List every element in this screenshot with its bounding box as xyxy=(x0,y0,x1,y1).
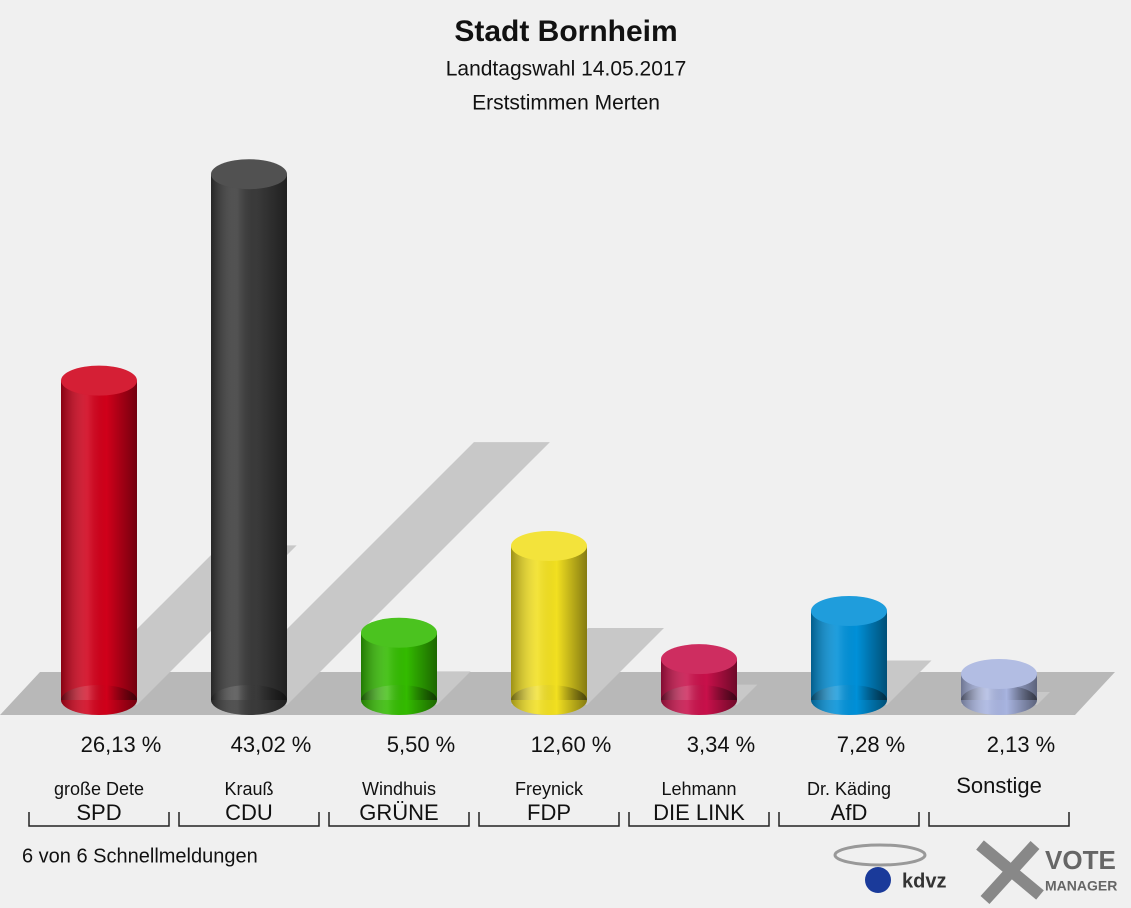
bar-top-light xyxy=(961,658,1037,689)
value-label: 7,28 % xyxy=(837,732,906,757)
bracket xyxy=(328,812,470,827)
logo-cross xyxy=(976,840,1044,905)
chart-title: Stadt Bornheim xyxy=(454,15,677,48)
bar-top xyxy=(961,658,1037,689)
logo-ball xyxy=(865,867,891,893)
bar-shade xyxy=(61,380,137,700)
bar-shadow xyxy=(211,442,550,705)
bar-bottom-shade xyxy=(361,685,437,715)
bracket xyxy=(178,812,320,827)
bar-bottom-shade xyxy=(511,685,587,715)
value-label: 12,60 % xyxy=(531,732,612,757)
bar-top xyxy=(811,596,887,627)
value-label: 5,50 % xyxy=(387,732,456,757)
candidate-label: Dr. Käding xyxy=(807,779,891,799)
bar-top xyxy=(61,365,137,396)
x-tick-label: DIE LINK xyxy=(653,800,745,825)
candidate-label: Lehmann xyxy=(661,779,736,799)
logo-manager: MANAGER xyxy=(1045,878,1117,894)
value-label: 2,13 % xyxy=(987,732,1056,757)
bar xyxy=(811,596,887,715)
candidate-label: Krauß xyxy=(224,779,273,799)
bar-bottom-shade xyxy=(811,685,887,715)
bar-bottom-shade xyxy=(61,685,137,715)
logo-swoosh xyxy=(833,843,927,867)
value-label: 43,02 % xyxy=(231,732,312,757)
bar-top-light xyxy=(361,617,437,648)
x-tick-label: AfD xyxy=(831,800,868,825)
logo-vote: VOTE xyxy=(1045,845,1116,875)
bracket xyxy=(778,812,920,827)
x-tick-label: SPD xyxy=(76,800,121,825)
subtitle: Landtagswahl 14.05.2017 xyxy=(446,58,687,81)
bar-bottom-shade xyxy=(661,685,737,715)
bar-top-light xyxy=(661,644,737,675)
x-tick-label: FDP xyxy=(527,800,571,825)
bar-top-light xyxy=(811,596,887,627)
bar-top xyxy=(661,644,737,675)
candidate-label: Sonstige xyxy=(956,773,1042,798)
candidate-label: Freynick xyxy=(515,779,584,799)
bar xyxy=(211,159,287,715)
candidate-label: große Dete xyxy=(54,779,144,799)
bar xyxy=(961,658,1037,715)
value-label: 26,13 % xyxy=(81,732,162,757)
x-tick-label: CDU xyxy=(225,800,273,825)
bar-top-light xyxy=(61,365,137,396)
bar xyxy=(661,644,737,715)
bar-shade xyxy=(211,174,287,700)
bar-bottom-shade xyxy=(961,685,1037,715)
bracket xyxy=(928,812,1070,827)
bar xyxy=(511,531,587,715)
value-label: 3,34 % xyxy=(687,732,756,757)
bar-bottom-shade xyxy=(211,685,287,715)
bracket xyxy=(478,812,620,827)
bar-top xyxy=(361,617,437,648)
bar-top xyxy=(511,531,587,561)
bracket xyxy=(28,812,170,827)
candidate-label: Windhuis xyxy=(362,779,436,799)
footer: 6 von 6 Schnellmeldungen xyxy=(22,845,258,867)
bar-shade xyxy=(511,546,587,700)
bar-top-light xyxy=(511,531,587,561)
bracket xyxy=(628,812,770,827)
bar-top xyxy=(211,159,287,190)
bar xyxy=(61,365,137,715)
logo-text: kdvz xyxy=(902,870,946,892)
bar-top-light xyxy=(211,159,287,190)
bar xyxy=(361,617,437,715)
x-tick-label: GRÜNE xyxy=(359,800,438,825)
subtitle: Erststimmen Merten xyxy=(472,92,660,115)
